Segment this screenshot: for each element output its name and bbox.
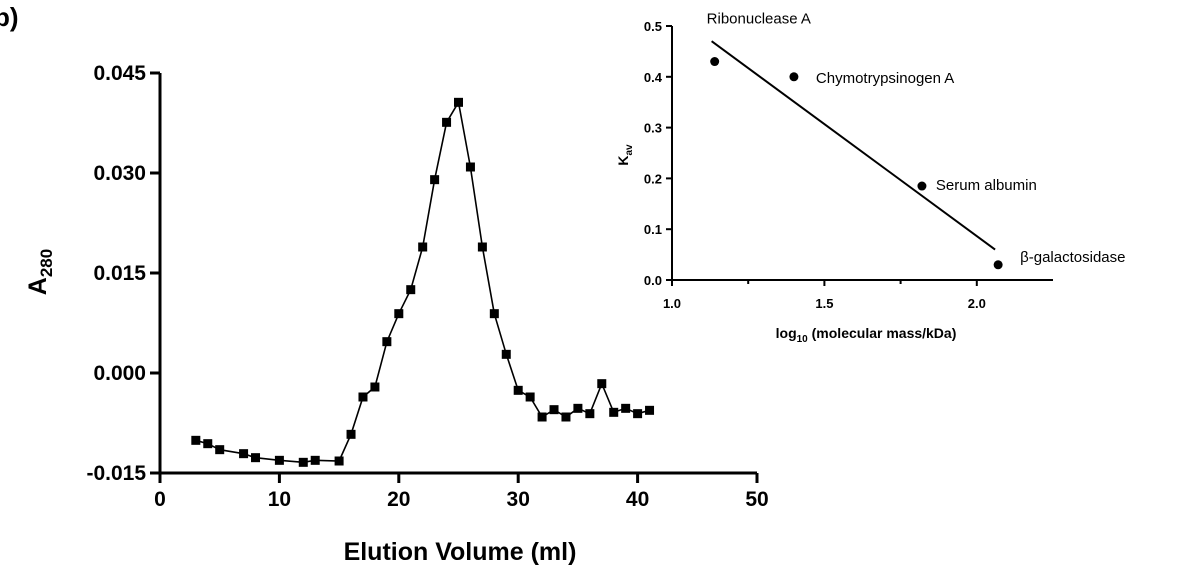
- y-axis-title-subscript: 280: [37, 249, 56, 277]
- inset-x-axis-title-pre: log: [776, 325, 797, 341]
- data-point: [525, 392, 535, 402]
- inset-y-tick-label: 0.0: [644, 273, 662, 288]
- inset-ticks: 1.0 1.5 2.0 0.0 0.1 0.2 0.3 0.4 0.5: [644, 19, 986, 311]
- inset-y-tick-label: 0.4: [644, 70, 663, 85]
- data-point: [454, 97, 463, 107]
- fit-line: [711, 40, 996, 251]
- inset-x-tick-label: 1.5: [815, 296, 833, 311]
- elution-chart-series: [191, 97, 655, 467]
- x-tick-label: 50: [745, 488, 768, 511]
- inset-y-tick-label: 0.2: [644, 171, 662, 186]
- calibration-point-label: β-galactosidase: [1020, 249, 1125, 266]
- inset-y-tick-label: 0.1: [644, 222, 662, 237]
- data-point: [537, 412, 547, 422]
- data-point: [346, 429, 356, 439]
- elution-chart-ticks: 0 10 20 30 40 50 -0.015 0.000 0.015 0.030 0.045: [86, 62, 768, 511]
- data-point: [633, 409, 643, 419]
- calibration-point-label: Chymotrypsinogen A: [816, 70, 954, 87]
- inset-x-axis-title: log10 (molecular mass/kDa): [776, 325, 957, 345]
- data-point: [191, 435, 201, 445]
- inset-fit-line: [711, 40, 996, 251]
- data-point: [406, 285, 416, 295]
- data-point: [298, 457, 308, 467]
- calibration-point-label: Ribonuclease A: [707, 11, 811, 28]
- data-point: [585, 409, 595, 419]
- y-tick-label: 0.045: [93, 62, 146, 85]
- panel-label: b): [0, 2, 19, 32]
- inset-y-axis-title-main: K: [615, 156, 631, 166]
- data-point: [358, 392, 368, 402]
- inset-x-tick-label: 2.0: [968, 296, 986, 311]
- inset-x-axis-title-post: (molecular mass/kDa): [808, 325, 957, 341]
- y-tick-label: 0.015: [93, 262, 146, 285]
- elution-chart: 0 10 20 30 40 50 -0.015 0.000 0.015 0.030 0.045 El…: [24, 62, 769, 566]
- y-tick-label: -0.015: [86, 462, 146, 485]
- data-point: [274, 455, 284, 465]
- data-point: [251, 453, 261, 463]
- data-point: [418, 242, 428, 252]
- inset-x-axis-title-subscript: 10: [797, 334, 809, 345]
- data-point: [203, 439, 213, 449]
- calibration-point: [993, 260, 1003, 270]
- y-axis-title-main: A: [24, 277, 52, 295]
- x-tick-label: 0: [154, 488, 166, 511]
- inset-y-axis-title-subscript: av: [624, 144, 635, 156]
- elution-chart-x-axis-title: Elution Volume (ml): [344, 538, 577, 566]
- data-point: [430, 175, 440, 185]
- calibration-point: [789, 72, 799, 82]
- inset-x-tick-label: 1.0: [663, 296, 681, 311]
- calibration-point: [710, 57, 720, 67]
- calibration-point: [917, 181, 927, 191]
- data-point: [513, 385, 523, 395]
- x-tick-label: 10: [268, 488, 291, 511]
- data-point: [239, 449, 249, 459]
- inset-y-axis-title: Kav: [615, 144, 635, 166]
- data-point: [549, 405, 559, 415]
- data-point: [597, 379, 607, 389]
- inset-y-tick-label: 0.3: [644, 121, 662, 136]
- x-tick-label: 40: [626, 488, 649, 511]
- data-point: [501, 349, 511, 359]
- data-point: [465, 162, 475, 172]
- calibration-point-label: Serum albumin: [936, 177, 1037, 194]
- data-point: [489, 309, 499, 319]
- data-point: [609, 407, 619, 417]
- data-point: [215, 445, 225, 455]
- data-point: [573, 403, 583, 413]
- inset-y-tick-label: 0.5: [644, 19, 662, 34]
- data-point: [370, 382, 380, 392]
- y-tick-label: 0.030: [93, 162, 146, 185]
- x-tick-label: 30: [507, 488, 530, 511]
- inset-points: Ribonuclease A Chymotrypsinogen A Serum al…: [707, 11, 1125, 270]
- data-point: [382, 337, 392, 347]
- data-point: [334, 456, 344, 466]
- data-point: [561, 412, 571, 422]
- data-point: [442, 117, 452, 127]
- elution-chart-y-axis-title: A280: [24, 249, 56, 295]
- data-point: [394, 309, 404, 319]
- y-tick-label: 0.000: [93, 362, 146, 385]
- x-tick-label: 20: [387, 488, 410, 511]
- data-point: [645, 405, 655, 415]
- calibration-inset-chart: 1.0 1.5 2.0 0.0 0.1 0.2 0.3 0.4 0.5 Ribonuclease…: [615, 11, 1125, 345]
- data-point: [621, 403, 631, 413]
- data-point: [477, 242, 487, 252]
- inset-axes: [671, 26, 1053, 281]
- data-point: [310, 455, 320, 465]
- elution-chart-axes: [158, 73, 757, 475]
